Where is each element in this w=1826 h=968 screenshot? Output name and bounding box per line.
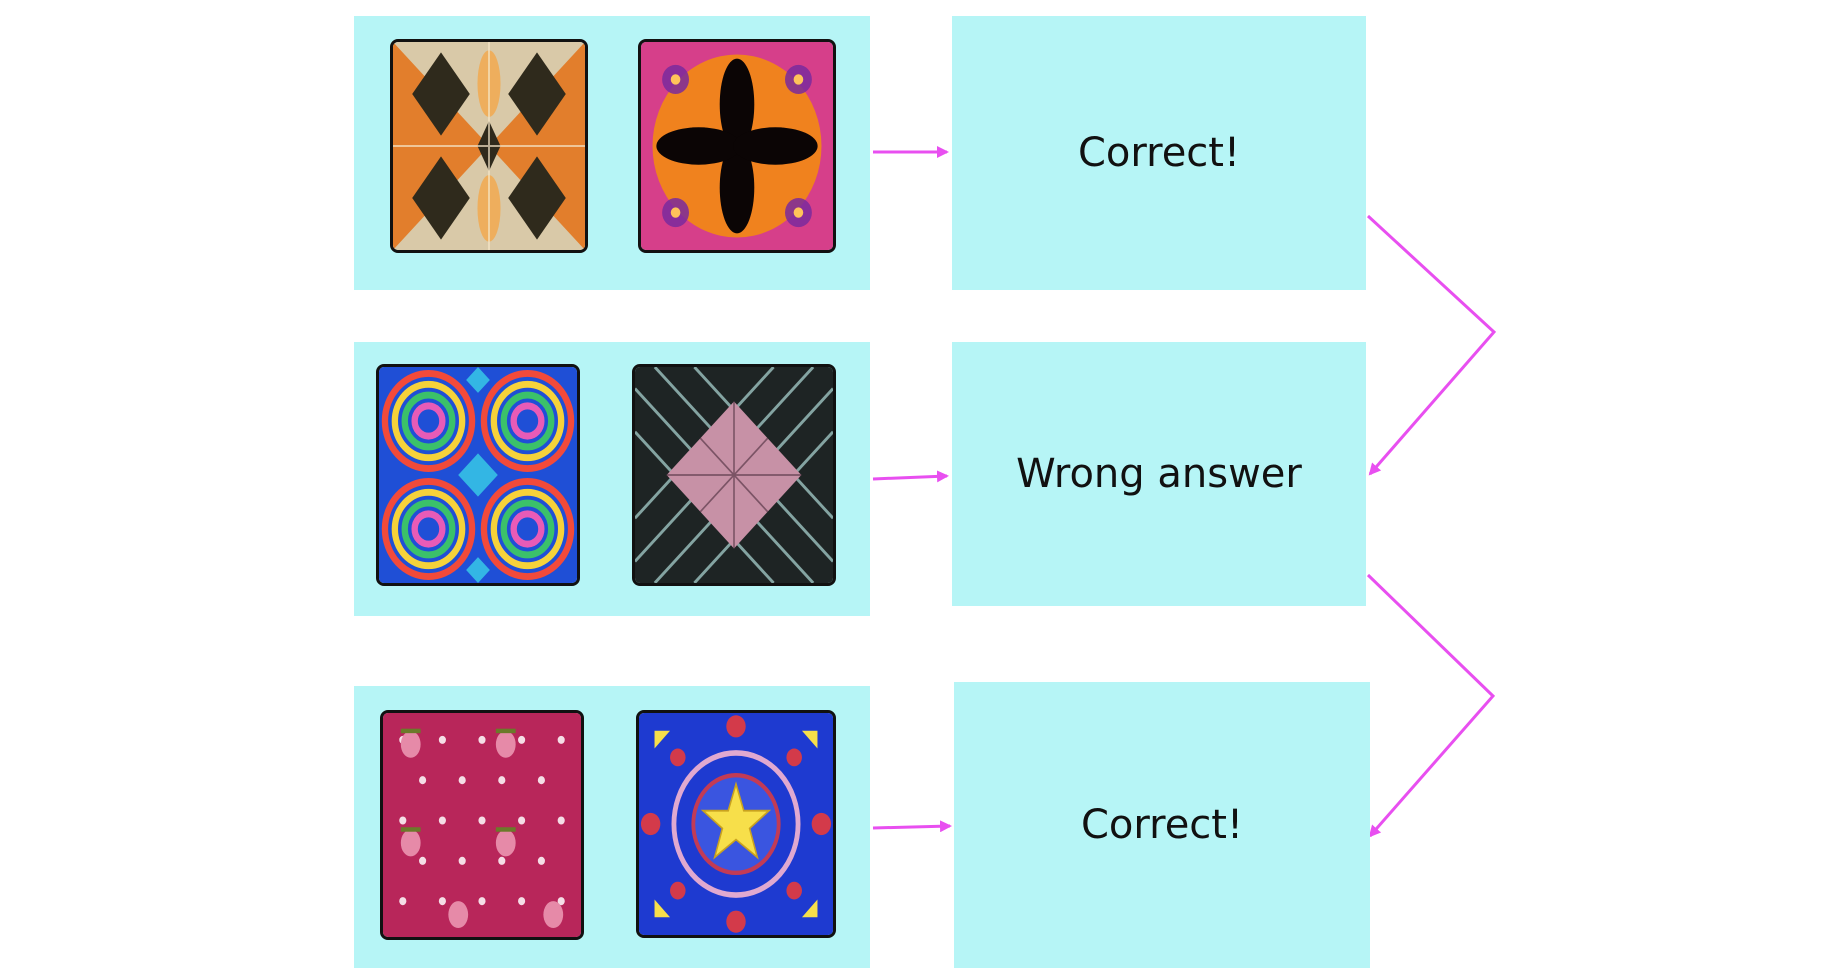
result-text: Correct! — [1077, 130, 1241, 176]
result-box-3: Correct! — [954, 682, 1370, 968]
result-box-1: Correct! — [952, 16, 1366, 290]
arrow-result1-to-result2 — [1366, 214, 1497, 476]
pattern-image-pink-faces[interactable] — [380, 710, 584, 940]
pattern-image-orange-fractal[interactable] — [638, 39, 836, 253]
arrow-row3-to-result3 — [872, 820, 952, 833]
arrow-row2-to-result2 — [872, 470, 949, 483]
image-pair-panel-2 — [354, 342, 870, 616]
result-text: Correct! — [1080, 802, 1244, 848]
result-box-2: Wrong answer — [952, 342, 1366, 606]
image-pair-panel-1 — [354, 16, 870, 290]
image-pair-panel-3 — [354, 686, 870, 968]
result-text: Wrong answer — [1016, 451, 1302, 497]
pattern-image-pink-diamond[interactable] — [632, 364, 836, 586]
pattern-image-blue-kaleidoscope[interactable] — [636, 710, 836, 938]
pattern-image-rainbow-rings[interactable] — [376, 364, 580, 586]
pattern-image-orange-mirrored[interactable] — [390, 39, 588, 253]
arrow-result2-to-result3 — [1366, 573, 1496, 838]
